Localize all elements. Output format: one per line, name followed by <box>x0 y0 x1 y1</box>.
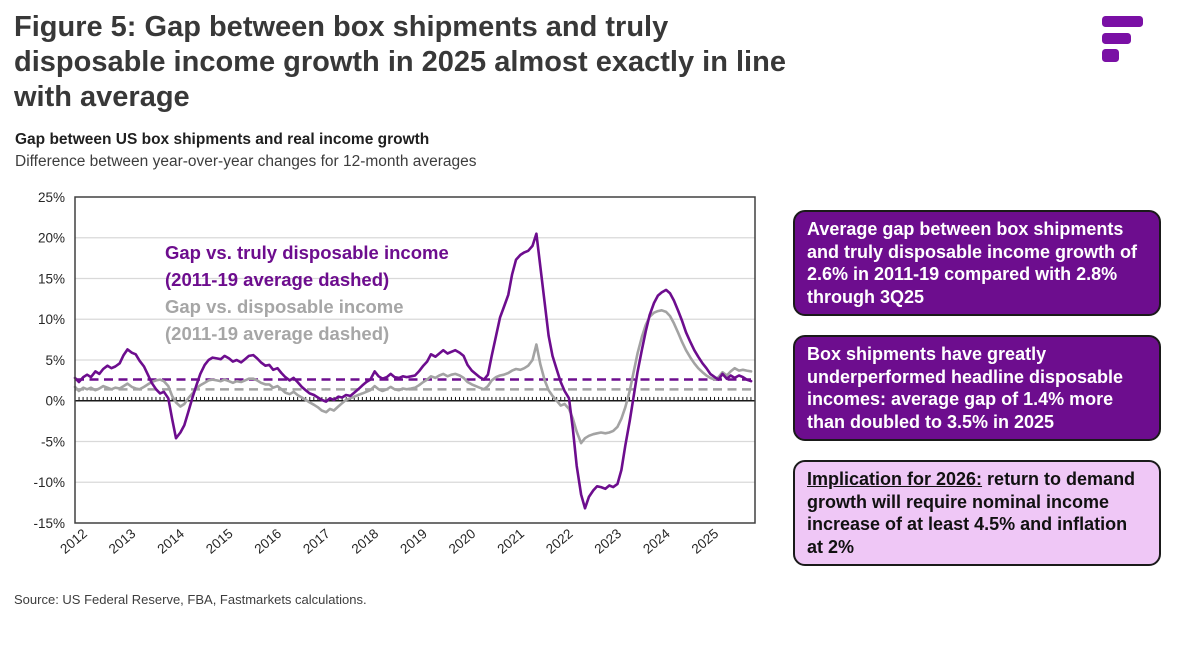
callout-underperformance: Box shipments have greatly underperforme… <box>793 335 1161 441</box>
x-axis-tick-label: 2013 <box>106 526 139 557</box>
source-note: Source: US Federal Reserve, FBA, Fastmar… <box>14 592 367 607</box>
series-line <box>73 309 753 445</box>
y-axis-tick-label: -10% <box>33 475 65 490</box>
callout-underperformance-text: Box shipments have greatly underperforme… <box>807 344 1124 432</box>
chart-legend: Gap vs. truly disposable income (2011-19… <box>165 239 449 347</box>
page-title-line-2: disposable income growth in 2025 almost … <box>14 46 786 78</box>
y-axis-tick-label: 15% <box>38 271 65 286</box>
chart-svg: 25%20%15%10%5%0%-5%-10%-15%2012 2013 2014 2… <box>33 190 756 557</box>
callout-implication-lead: Implication for 2026: <box>807 469 983 489</box>
y-axis-tick-label: -5% <box>41 434 65 449</box>
legend-series-1-line-2: (2011-19 average dashed) <box>165 269 390 290</box>
svg-text:2024: 2024 <box>640 526 673 557</box>
page-title: Figure 5: Gap between box shipments and … <box>14 10 994 115</box>
svg-text:2020: 2020 <box>446 526 479 557</box>
callout-average-gap: Average gap between box shipments and tr… <box>793 210 1161 316</box>
svg-text:2018: 2018 <box>349 526 382 557</box>
y-axis-tick-label: -15% <box>33 516 65 531</box>
svg-text:2014: 2014 <box>154 526 187 557</box>
series-line <box>73 232 753 510</box>
x-axis-tick-label: 2016 <box>252 526 285 557</box>
y-axis-tick-label: 5% <box>45 353 65 368</box>
page-title-line-3: with average <box>14 81 190 113</box>
y-axis-tick-label: 10% <box>38 312 65 327</box>
x-axis-tick-label: 2018 <box>349 526 382 557</box>
svg-text:2017: 2017 <box>300 526 333 557</box>
x-axis-tick-label: 2017 <box>300 526 333 557</box>
x-axis-tick-label: 2023 <box>592 526 625 557</box>
x-axis-tick-label: 2022 <box>543 526 576 557</box>
svg-text:2021: 2021 <box>494 526 527 557</box>
x-axis-tick-label: 2025 <box>689 526 722 557</box>
svg-text:2022: 2022 <box>543 526 576 557</box>
legend-series-1-line-1: Gap vs. truly disposable income <box>165 242 449 263</box>
svg-text:2015: 2015 <box>203 526 236 557</box>
legend-series-2-line-1: Gap vs. disposable income <box>165 296 404 317</box>
svg-text:2023: 2023 <box>592 526 625 557</box>
fastmarkets-logo <box>1102 16 1143 62</box>
plot-border <box>74 196 756 524</box>
x-axis-tick-label: 2021 <box>494 526 527 557</box>
svg-text:2016: 2016 <box>252 526 285 557</box>
y-axis-tick-label: 20% <box>38 231 65 246</box>
legend-series-2-line-2: (2011-19 average dashed) <box>165 323 390 344</box>
chart-subtitle: Difference between year-over-year change… <box>15 153 477 170</box>
x-axis-tick-label: 2019 <box>397 526 430 557</box>
chart-title: Gap between US box shipments and real in… <box>15 131 430 148</box>
svg-text:2019: 2019 <box>397 526 430 557</box>
x-axis-tick-label: 2014 <box>154 526 187 557</box>
y-axis-tick-label: 0% <box>45 394 65 409</box>
svg-text:2025: 2025 <box>689 526 722 557</box>
callout-average-gap-text: Average gap between box shipments and tr… <box>807 219 1138 307</box>
line-chart: 25% 20% 15% 10% 5% 0% -5% -10% -15% 2012 2013 2014 2… <box>0 190 790 610</box>
page-title-line-1: Figure 5: Gap between box shipments and … <box>14 11 669 43</box>
x-axis-tick-label: 2024 <box>640 526 673 557</box>
callout-implication-rest: return to demand growth will require nom… <box>807 469 1136 557</box>
callout-column: Average gap between box shipments and tr… <box>793 210 1161 585</box>
svg-text:2013: 2013 <box>106 526 139 557</box>
y-axis-tick-label: 25% <box>38 190 65 205</box>
x-axis-tick-label: 2020 <box>446 526 479 557</box>
callout-implication-2026: Implication for 2026: return to demand g… <box>793 460 1161 566</box>
x-axis-tick-label: 2015 <box>203 526 236 557</box>
